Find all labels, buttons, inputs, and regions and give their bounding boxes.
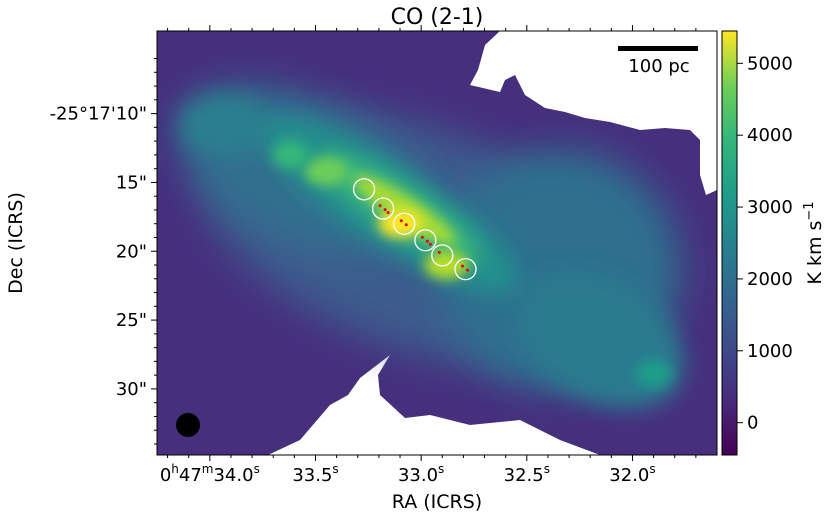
plot-frame xyxy=(156,30,718,456)
source-point xyxy=(428,242,432,246)
x-tick-label: 32.0s xyxy=(609,462,655,486)
source-point xyxy=(404,223,408,227)
colorbar-tick-label: 2000 xyxy=(747,269,793,290)
x-tick-label: 33.5s xyxy=(292,462,338,486)
emission-clump-bar-west-knot xyxy=(304,157,349,186)
x-tick-label: 0h47m34.0s xyxy=(160,462,260,486)
source-point xyxy=(378,204,382,208)
colorbar-label: K km s−1 xyxy=(802,201,826,284)
colorbar-tick-label: 1000 xyxy=(747,341,793,362)
region-circle xyxy=(352,178,376,201)
heatmap-image xyxy=(157,31,717,455)
source-point xyxy=(399,219,403,223)
x-axis-ticks: 0h47m34.0s 33.5s 33.0s 32.5s 32.0s xyxy=(160,25,697,486)
source-point xyxy=(466,268,470,272)
x-axis-label: RA (ICRS) xyxy=(392,491,482,513)
colorbar-tick-label: 0 xyxy=(747,413,758,434)
chart-title: CO (2-1) xyxy=(391,5,484,30)
colorbar: 0 1000 2000 3000 4000 5000 K km s−1 xyxy=(721,30,826,456)
y-tick-label: 15" xyxy=(116,172,147,193)
scale-bar-line xyxy=(618,46,698,51)
emission-clump-nw-clump xyxy=(272,140,309,169)
colorbar-tick-label: 5000 xyxy=(747,53,793,74)
source-point xyxy=(437,250,441,254)
region-circle xyxy=(371,197,395,220)
source-point xyxy=(420,235,424,239)
region-circle xyxy=(414,229,437,252)
source-point xyxy=(461,264,465,268)
region-markers xyxy=(352,178,477,281)
beam-marker xyxy=(176,413,200,437)
y-tick-label: -25°17'10" xyxy=(50,104,147,125)
y-tick-label: 20" xyxy=(116,241,147,262)
x-tick-label: 32.5s xyxy=(504,462,550,486)
colorbar-tick-label: 3000 xyxy=(747,197,793,218)
y-axis-label: Dec (ICRS) xyxy=(5,192,27,294)
source-point xyxy=(425,239,429,243)
source-point xyxy=(386,211,390,215)
y-axis-ticks: -25°17'10" 15" 20" 25" 30" xyxy=(50,58,157,445)
y-tick-label: 30" xyxy=(116,379,147,400)
scale-bar-label: 100 pc xyxy=(628,56,689,77)
region-circle xyxy=(454,258,477,281)
colorbar-gradient xyxy=(721,30,738,456)
source-point xyxy=(383,208,387,212)
scale-bar: 100 pc xyxy=(618,46,698,77)
region-circle xyxy=(431,244,454,267)
emission-clump-se-clump xyxy=(635,359,672,388)
region-circle xyxy=(393,212,416,235)
y-tick-label: 25" xyxy=(116,310,147,331)
colorbar-tick-label: 4000 xyxy=(747,125,793,146)
x-tick-label: 33.0s xyxy=(398,462,444,486)
